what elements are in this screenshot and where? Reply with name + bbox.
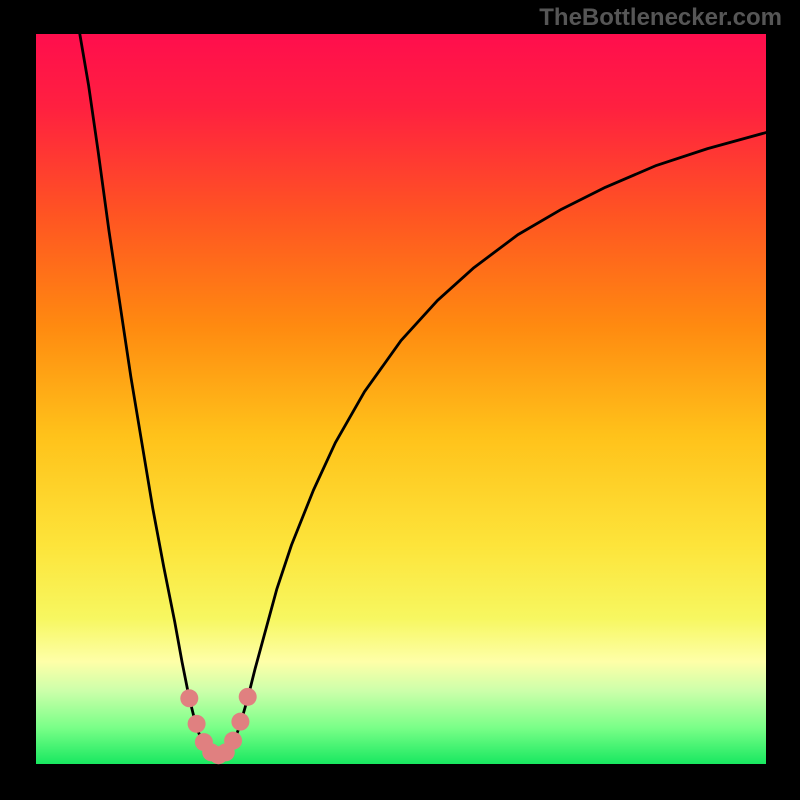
data-marker — [188, 715, 206, 733]
data-marker — [231, 713, 249, 731]
bottleneck-curve — [80, 34, 766, 757]
data-marker — [224, 732, 242, 750]
chart-svg — [0, 0, 800, 800]
chart-container: TheBottlenecker.com — [0, 0, 800, 800]
data-marker — [180, 689, 198, 707]
data-marker — [239, 688, 257, 706]
watermark-text: TheBottlenecker.com — [539, 4, 782, 32]
